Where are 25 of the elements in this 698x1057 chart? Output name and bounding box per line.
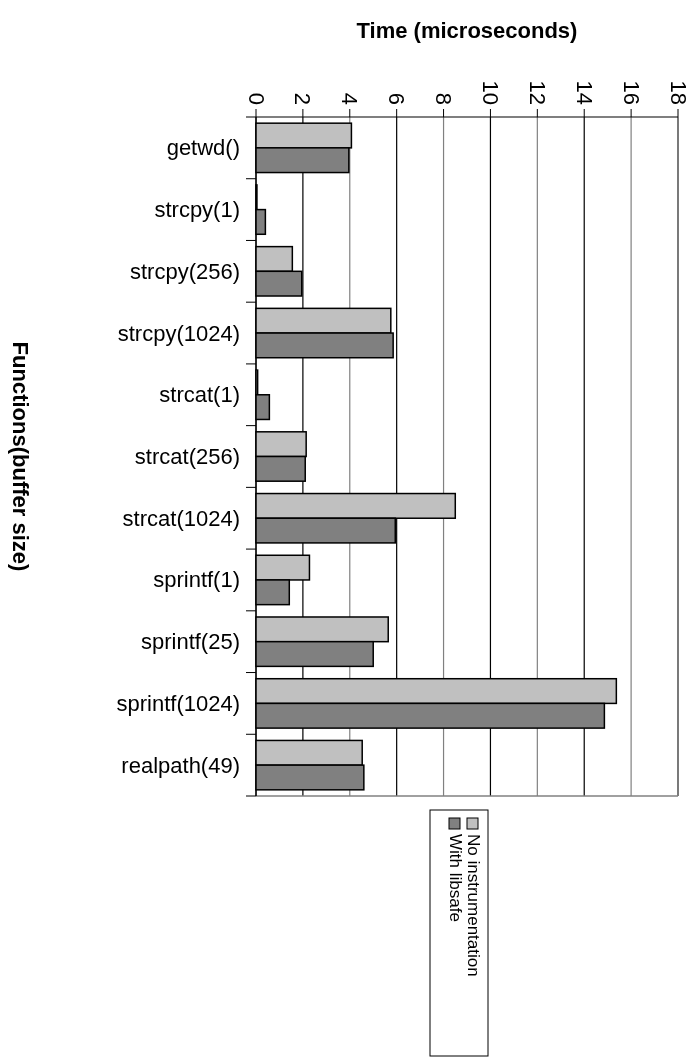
x-tick-label: 18: [665, 80, 691, 105]
y-tick-label: strcpy(1024): [117, 320, 240, 346]
x-tick-label: 10: [477, 80, 503, 105]
x-tick-label: 0: [243, 92, 269, 105]
x-tick-label: 16: [618, 80, 644, 105]
x-tick-label: 4: [337, 92, 363, 105]
x-tick-label: 6: [384, 92, 410, 105]
x-tick-label: 8: [431, 92, 457, 105]
y-tick-label: getwd(): [166, 135, 240, 161]
x-tick-label: 14: [571, 80, 597, 105]
y-tick-label: sprintf(25): [140, 629, 240, 655]
legend-label: No instrumentation: [463, 834, 483, 977]
y-tick-label: realpath(49): [121, 752, 240, 778]
y-tick-label: sprintf(1): [153, 567, 240, 593]
y-tick-label: strcpy(1): [154, 197, 240, 223]
y-tick-label: strcat(1): [159, 382, 240, 408]
legend-label: With libsafe: [445, 834, 465, 922]
y-tick-label: sprintf(1024): [116, 690, 240, 716]
y-tick-label: strcat(256): [134, 444, 240, 469]
y-tick-label: strcpy(256): [129, 258, 240, 284]
y-tick-label: strcat(1024): [122, 505, 240, 531]
x-tick-label: 12: [524, 80, 550, 105]
y-axis-title: Functions(buffer size): [7, 341, 33, 572]
x-axis-title: Time (microseconds): [356, 18, 578, 43]
x-tick-label: 2: [290, 92, 316, 105]
